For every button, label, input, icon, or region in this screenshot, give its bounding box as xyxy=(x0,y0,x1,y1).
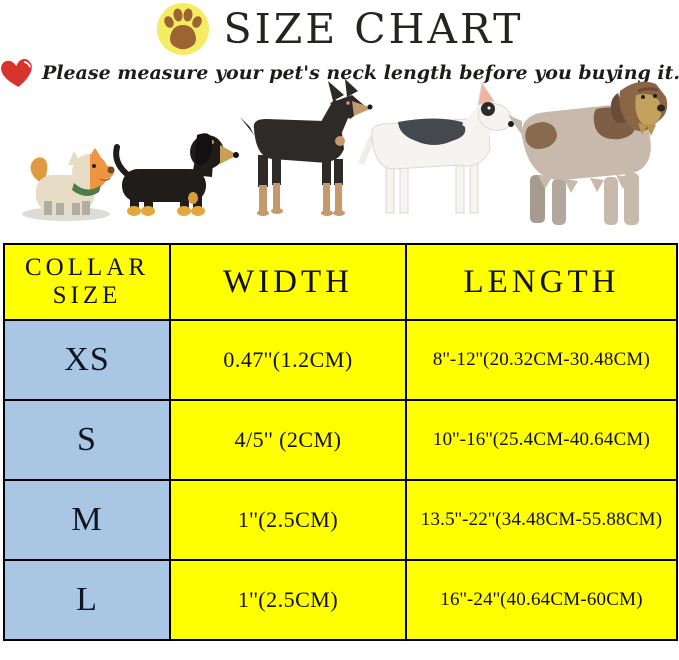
page-title: SIZE CHART xyxy=(223,5,524,53)
size-value: L xyxy=(3,559,171,641)
small-dog-illustration xyxy=(22,148,115,221)
size-table: COLLAR SIZE WIDTH LENGTH XS 0.47''(1.2CM… xyxy=(3,243,678,641)
doberman-illustration xyxy=(240,79,373,216)
griffon-illustration xyxy=(508,81,668,225)
width-value: 1''(2.5CM) xyxy=(169,479,407,561)
table-row-m: M 1''(2.5CM) 13.5''-22''(34.48CM-55.88CM… xyxy=(3,479,678,561)
dog-size-illustration xyxy=(22,79,668,225)
bull-terrier-illustration xyxy=(358,81,514,214)
subtitle-row: Please measure your pet's neck length be… xyxy=(0,56,679,90)
heart-icon xyxy=(1,58,32,87)
table-row-l: L 1''(2.5CM) 16''-24''(40.64CM-60CM) xyxy=(3,559,678,641)
size-value: XS xyxy=(3,319,171,401)
width-value: 0.47''(1.2CM) xyxy=(169,319,407,401)
col-header-width: WIDTH xyxy=(169,243,407,321)
subtitle-text: Please measure your pet's neck length be… xyxy=(41,62,679,84)
length-value: 10''-16''(25.4CM-40.64CM) xyxy=(405,399,678,481)
table-header-row: COLLAR SIZE WIDTH LENGTH xyxy=(3,243,678,321)
table-row-s: S 4/5'' (2CM) 10''-16''(25.4CM-40.64CM) xyxy=(3,399,678,481)
col-header-collar-size: COLLAR SIZE xyxy=(3,243,171,321)
length-value: 8''-12''(20.32CM-30.48CM) xyxy=(405,319,678,401)
width-value: 4/5'' (2CM) xyxy=(169,399,407,481)
paw-icon xyxy=(156,3,209,55)
length-value: 16''-24''(40.64CM-60CM) xyxy=(405,559,678,641)
dachshund-illustration xyxy=(113,133,239,216)
col-header-length: LENGTH xyxy=(405,243,678,321)
header: SIZE CHART xyxy=(0,2,679,56)
width-value: 1''(2.5CM) xyxy=(169,559,407,641)
table-row-xs: XS 0.47''(1.2CM) 8''-12''(20.32CM-30.48C… xyxy=(3,319,678,401)
size-value: S xyxy=(3,399,171,481)
length-value: 13.5''-22''(34.48CM-55.88CM) xyxy=(405,479,678,561)
size-value: M xyxy=(3,479,171,561)
